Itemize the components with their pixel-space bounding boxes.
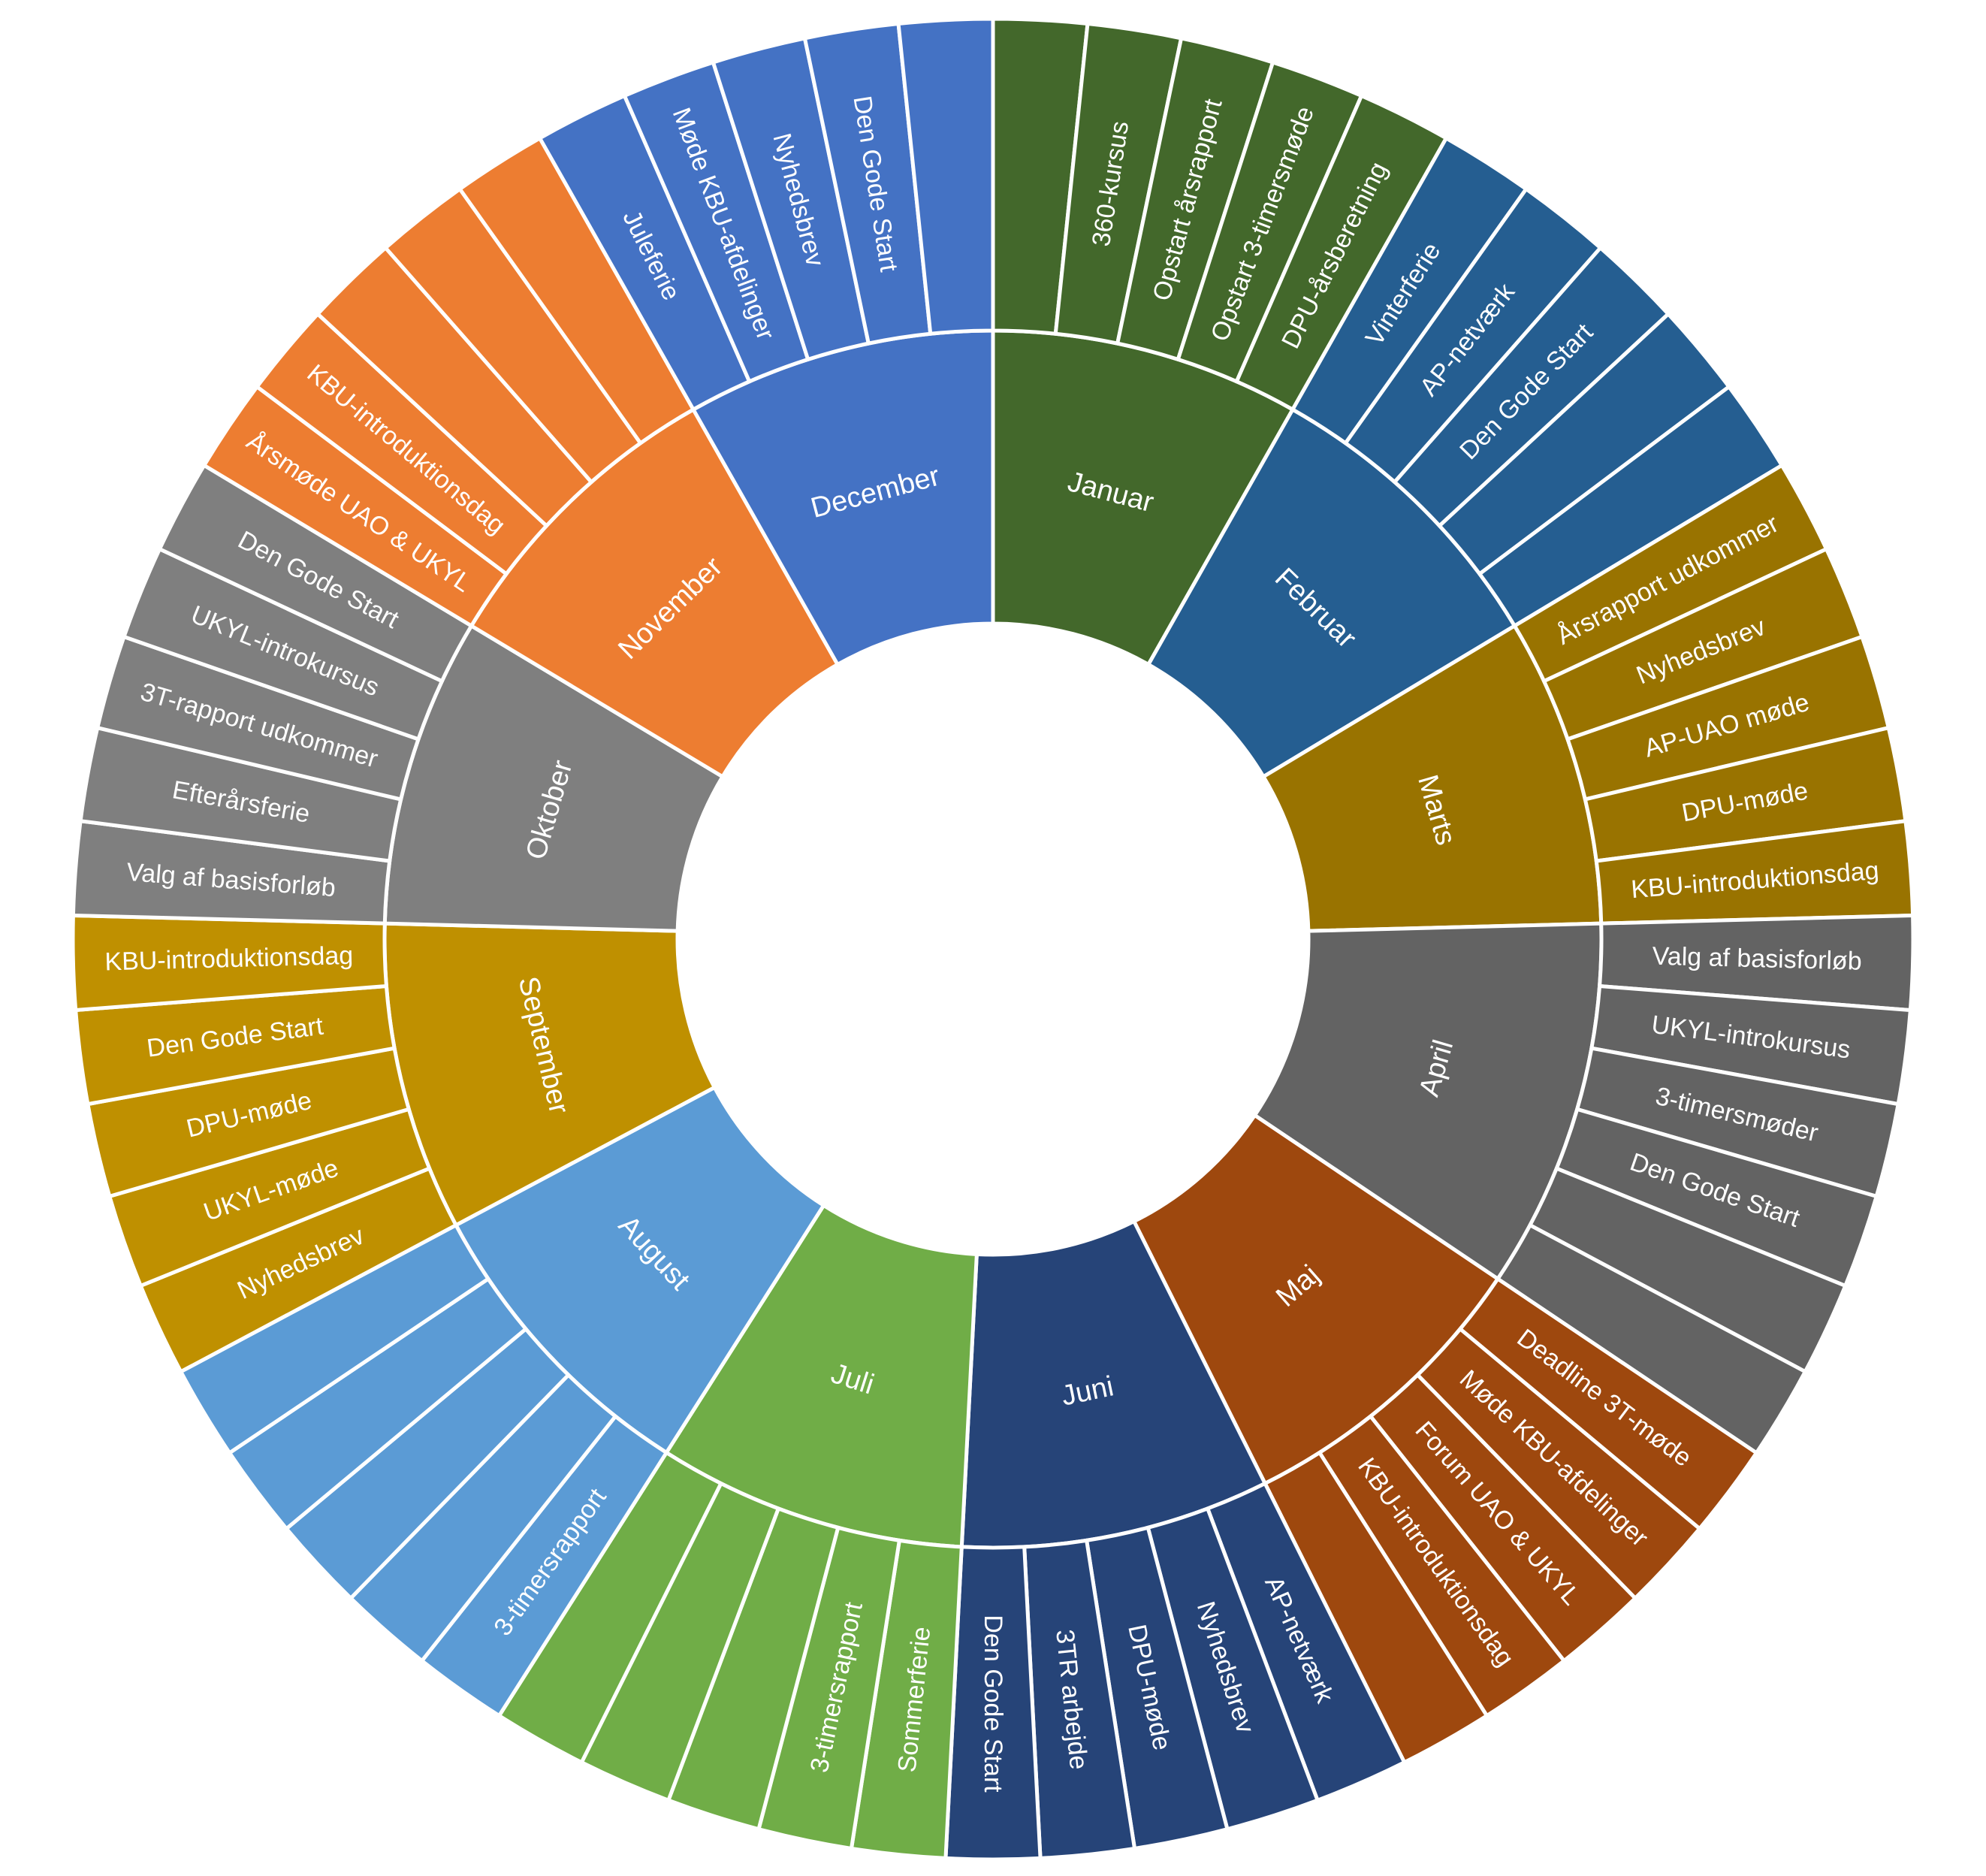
event-label-april-1: Valg af basisforløb [1652, 942, 1862, 976]
event-segment-december-5 [896, 17, 995, 336]
event-label-juni-5: Den Gode Start [979, 1615, 1007, 1793]
event-label-september-5: KBU-introduktionsdag [104, 941, 354, 977]
